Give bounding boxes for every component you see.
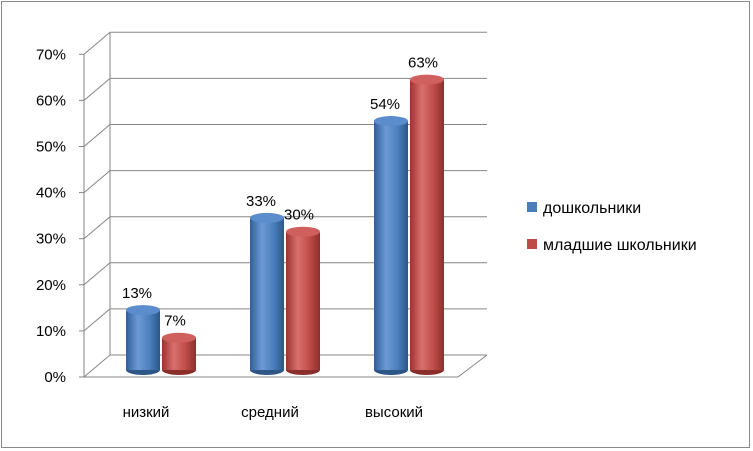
data-label: 63% bbox=[408, 55, 438, 72]
data-label: 13% bbox=[122, 285, 152, 302]
gridline-side bbox=[83, 262, 111, 286]
bar-cap bbox=[374, 116, 408, 127]
bar-cap bbox=[126, 305, 160, 316]
y-tick-label: 70% bbox=[36, 46, 66, 63]
bar-cap bbox=[286, 226, 320, 237]
gridline-side bbox=[83, 354, 111, 378]
y-tick-label: 0% bbox=[44, 369, 66, 386]
bar bbox=[286, 226, 320, 375]
gridline-side bbox=[83, 78, 111, 101]
y-tick-label: 50% bbox=[36, 139, 66, 156]
y-tick-label: 60% bbox=[36, 92, 66, 109]
bar bbox=[410, 74, 444, 375]
bar-cap bbox=[162, 332, 196, 343]
bar bbox=[162, 332, 196, 375]
data-labels: 13% 7% 33% 30% 54% 63% bbox=[122, 55, 438, 330]
x-tick-label: высокий bbox=[365, 404, 423, 421]
bar bbox=[126, 305, 160, 375]
data-label: 30% bbox=[284, 207, 314, 224]
gridline-side bbox=[83, 308, 111, 332]
bar-cap bbox=[250, 212, 284, 223]
bar bbox=[374, 116, 408, 375]
y-tick-label: 40% bbox=[36, 185, 66, 202]
bar-body bbox=[410, 79, 444, 370]
data-label: 33% bbox=[246, 193, 276, 210]
gridline-side bbox=[83, 216, 111, 240]
bar bbox=[250, 212, 284, 375]
bar-body bbox=[126, 310, 160, 370]
y-axis: 0% 10% 20% 30% 40% 50% 60% 70% bbox=[36, 46, 66, 386]
y-tick-label: 20% bbox=[36, 277, 66, 294]
gridline-side bbox=[83, 170, 111, 193]
legend: дошкольники младшие школьники bbox=[527, 200, 697, 254]
bar-cap bbox=[410, 74, 444, 85]
y-tick-label: 30% bbox=[36, 231, 66, 248]
bars bbox=[126, 74, 444, 375]
gridline-side bbox=[83, 124, 111, 147]
legend-swatch-series-1 bbox=[527, 239, 537, 249]
legend-swatch-series-0 bbox=[527, 202, 537, 212]
bar-body bbox=[374, 121, 408, 370]
floor-right-edge bbox=[457, 354, 488, 378]
gridline-side bbox=[83, 31, 111, 55]
legend-label-series-1: младшие школьники bbox=[543, 237, 697, 254]
x-axis: низкий средний высокий bbox=[123, 404, 423, 421]
data-label: 54% bbox=[370, 96, 400, 113]
bar-body bbox=[250, 217, 284, 370]
x-tick-label: средний bbox=[241, 404, 299, 421]
x-tick-label: низкий bbox=[123, 404, 170, 421]
data-label: 7% bbox=[164, 313, 186, 330]
bar-body bbox=[286, 231, 320, 370]
y-tick-label: 10% bbox=[36, 323, 66, 340]
legend-label-series-0: дошкольники bbox=[543, 200, 641, 217]
bar-body bbox=[162, 337, 196, 370]
